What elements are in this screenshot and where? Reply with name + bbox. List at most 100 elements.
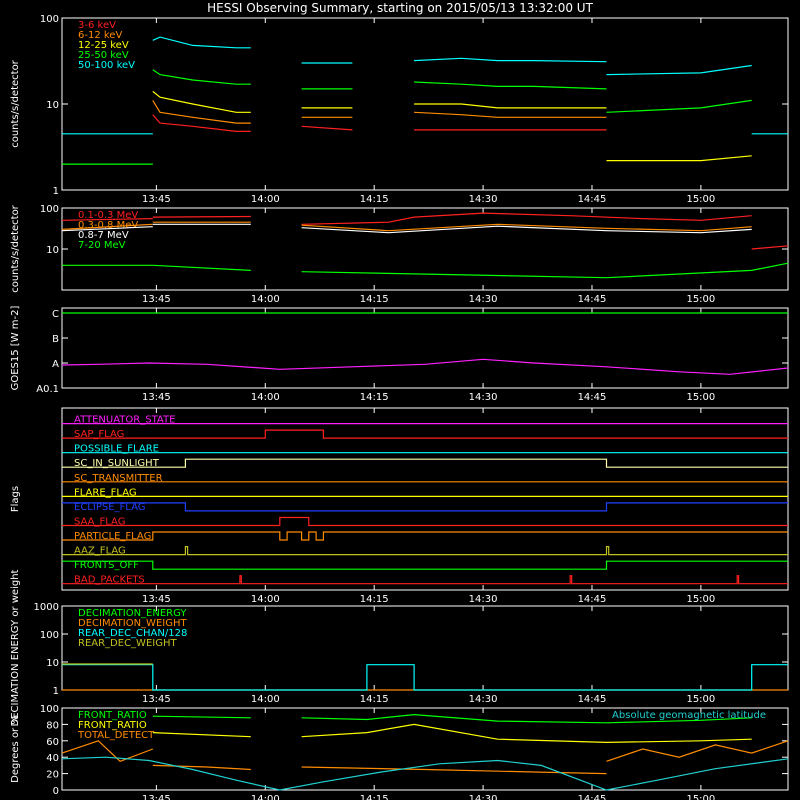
series-line xyxy=(152,36,251,49)
series-line xyxy=(301,125,353,131)
series xyxy=(62,516,788,527)
series-line xyxy=(414,103,607,109)
flag-label: AAZ_FLAG xyxy=(74,546,126,557)
x-tick-label: 14:00 xyxy=(251,194,280,205)
x-tick-label: 14:00 xyxy=(251,594,280,605)
x-tick-label: 14:45 xyxy=(578,392,607,403)
y-tick-label: B xyxy=(52,334,59,345)
panel-4: 13:45 14:00 14:15 14:30 14:45 15:00 Flags ATTEN… xyxy=(10,407,789,605)
series xyxy=(62,545,788,556)
series-line xyxy=(301,723,752,744)
annotation: Absolute geomagnetic latitude xyxy=(612,710,766,721)
series-line xyxy=(61,740,154,762)
series-line xyxy=(152,90,251,113)
flag-label: PARTICLE_FLAG xyxy=(74,531,151,542)
series xyxy=(62,36,788,135)
series-line xyxy=(61,226,153,232)
series xyxy=(152,100,607,124)
x-tick-label: 14:15 xyxy=(360,392,389,403)
y-tick-label: 100 xyxy=(40,704,59,715)
flag-label: ECLIPSE_FLAG xyxy=(74,502,145,513)
x-tick-label: 14:45 xyxy=(578,694,607,705)
x-tick-label: 15:00 xyxy=(686,294,715,305)
y-tick-label: 100 xyxy=(40,14,59,25)
series-line xyxy=(61,218,153,221)
legend-entry: REAR_DEC_WEIGHT xyxy=(78,638,177,649)
x-tick-label: 13:45 xyxy=(142,194,171,205)
x-tick-label: 14:30 xyxy=(469,594,498,605)
x-tick-label: 14:30 xyxy=(469,794,498,800)
legend-entry: 3-6 keV xyxy=(78,20,116,31)
y-tick-label: 80 xyxy=(46,720,59,731)
x-tick-label: 14:00 xyxy=(251,694,280,705)
series-line xyxy=(751,245,789,250)
y-tick-label: 1 xyxy=(53,686,59,697)
panel-frame xyxy=(61,707,789,791)
x-tick-label: 15:00 xyxy=(686,794,715,800)
series xyxy=(62,69,752,165)
panel-frame xyxy=(61,207,789,291)
legend-entry: DECIMATION_WEIGHT xyxy=(78,618,187,629)
series-line xyxy=(61,756,789,791)
series-line xyxy=(62,560,788,570)
series xyxy=(61,756,789,791)
series xyxy=(152,114,607,132)
x-tick-label: 14:15 xyxy=(360,294,389,305)
panel-6: 13:45 14:00 14:15 14:30 14:45 15:00 0 20 40 60 80 1… xyxy=(10,704,789,800)
x-tick-label: 14:15 xyxy=(360,694,389,705)
flag-label: SAA_FLAG xyxy=(74,516,125,527)
x-tick-label: 14:45 xyxy=(578,794,607,800)
y-tick-label: 10 xyxy=(46,245,59,256)
panel-frame xyxy=(61,407,789,591)
x-tick-label: 15:00 xyxy=(686,694,715,705)
x-tick-label: 14:30 xyxy=(469,294,498,305)
series xyxy=(61,212,789,250)
y-axis-label: DECIMATION ENERGY or weight xyxy=(10,569,21,726)
flag-label: FLARE_FLAG xyxy=(74,487,137,498)
series-line xyxy=(301,766,607,775)
series xyxy=(152,713,752,724)
x-tick-label: 14:30 xyxy=(469,392,498,403)
panel-3: 13:45 14:00 14:15 14:30 14:45 15:00 A0.1 A B C GOE… xyxy=(10,306,789,403)
series-line xyxy=(61,358,789,375)
y-tick-label: 1000 xyxy=(34,602,59,613)
series xyxy=(62,575,788,585)
series xyxy=(62,664,788,691)
series xyxy=(61,358,789,375)
x-tick-label: 14:00 xyxy=(251,392,280,403)
series-line xyxy=(62,531,788,541)
series xyxy=(62,429,788,439)
flag-label: BAD_PACKETS xyxy=(74,575,145,586)
series-line xyxy=(62,516,788,527)
y-tick-label: 40 xyxy=(46,753,59,764)
x-tick-label: 15:00 xyxy=(686,194,715,205)
series-line xyxy=(414,111,607,118)
y-tick-label: 60 xyxy=(46,737,59,748)
series-line xyxy=(414,57,607,63)
y-tick-label: 10 xyxy=(46,658,59,669)
x-tick-label: 14:15 xyxy=(360,594,389,605)
x-tick-label: 14:00 xyxy=(251,294,280,305)
panel-1: 13:45 14:00 14:15 14:30 14:45 15:00 1 10 100 coun… xyxy=(10,14,789,205)
series-line xyxy=(61,223,153,230)
series-line xyxy=(152,100,251,124)
x-tick-label: 13:45 xyxy=(142,294,171,305)
series-line xyxy=(301,225,752,234)
series-line xyxy=(606,155,752,162)
series-line xyxy=(62,545,788,556)
x-tick-label: 15:00 xyxy=(686,392,715,403)
flag-label: POSSIBLE_FLARE xyxy=(74,444,159,455)
y-axis-label: counts/s/detector xyxy=(10,204,21,292)
figure-title: HESSI Observing Summary, starting on 201… xyxy=(207,1,593,15)
x-tick-label: 14:45 xyxy=(578,594,607,605)
x-tick-label: 13:45 xyxy=(142,594,171,605)
y-axis-label: counts/s/detector xyxy=(10,59,21,147)
x-tick-label: 14:30 xyxy=(469,694,498,705)
legend-entry: REAR_DEC_CHAN/128 xyxy=(78,628,187,639)
y-axis-label: GOES15 [W m-2] xyxy=(10,306,21,391)
x-tick-label: 15:00 xyxy=(686,594,715,605)
y-tick-label: A xyxy=(52,359,59,370)
series xyxy=(62,458,788,468)
series-line xyxy=(62,664,788,691)
